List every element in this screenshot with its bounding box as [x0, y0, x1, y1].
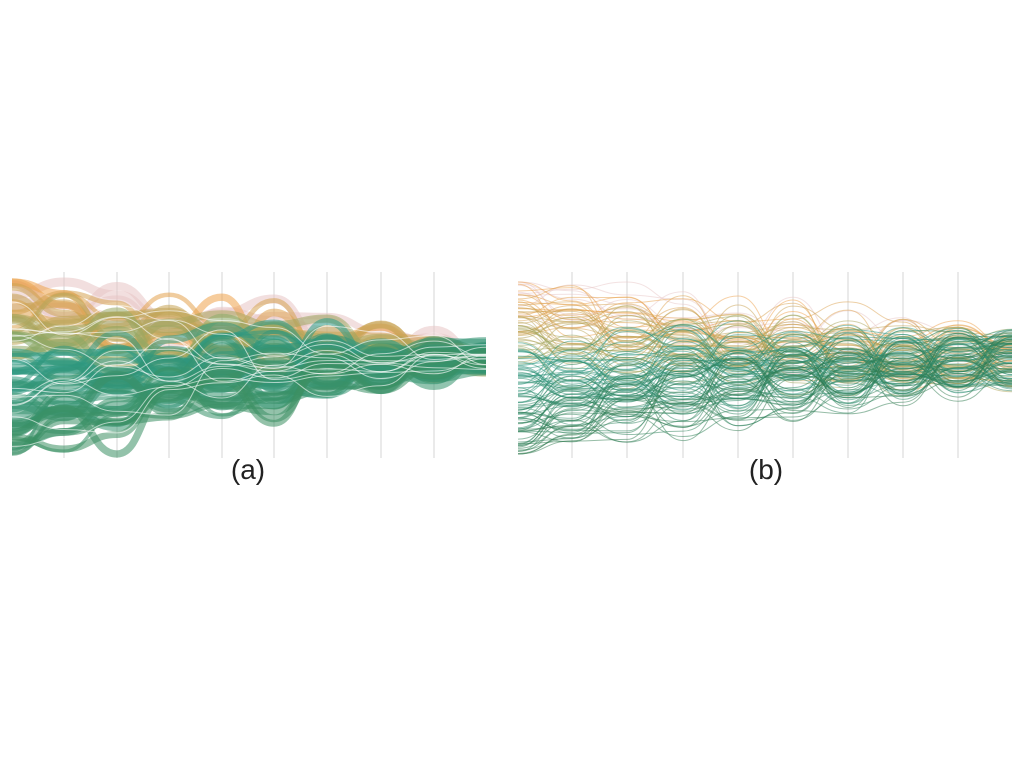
panel-b-flow-line	[517, 337, 1013, 430]
panel-b-flow-line	[517, 343, 1013, 455]
panel-a: (a)	[11, 272, 487, 485]
panel-b-flow-line	[517, 332, 1013, 446]
panel-b-flow-line	[517, 347, 1013, 386]
panel-b-caption: (b)	[749, 454, 783, 485]
panel-a-ribbon-separator	[11, 301, 487, 366]
panel-a-caption: (a)	[231, 454, 265, 485]
panel-b: (b)	[517, 272, 1013, 485]
panel-a-ribbon-separator	[11, 358, 487, 447]
panel-a-flow-line	[11, 358, 487, 448]
panel-a-ribbon-separator	[11, 349, 487, 405]
panel-b-flow-line	[517, 353, 1013, 448]
panel-b-flows	[517, 281, 1013, 455]
panel-a-ribbon-separator	[11, 328, 487, 382]
panel-b-flow-line	[517, 340, 1013, 443]
panel-b-flow-line	[517, 352, 1013, 454]
panel-a-ribbon-separator	[11, 353, 487, 434]
panel-a-ribbon-separator	[11, 305, 487, 370]
panel-b-flow-line	[517, 351, 1013, 455]
panel-b-flow-line	[517, 323, 1013, 376]
panel-b-flow-line	[517, 360, 1013, 443]
panel-b-flow-line	[517, 342, 1013, 449]
panel-a-ribbon-separator	[11, 348, 487, 406]
panel-a-flows	[11, 277, 487, 458]
panel-b-flow-line	[517, 335, 1013, 452]
panel-a-ribbon-separator	[11, 334, 487, 378]
panel-b-flow-line	[517, 296, 1013, 382]
panel-b-flow-line	[517, 333, 1013, 440]
panel-b-flow-line	[517, 331, 1013, 445]
panel-a-ribbon-separator	[11, 316, 487, 369]
panel-b-flow-line	[517, 362, 1013, 446]
panel-b-flow-line	[517, 334, 1013, 443]
panel-b-flow-line	[517, 352, 1013, 451]
panel-b-flow-line	[517, 364, 1013, 445]
panel-b-flow-line	[517, 341, 1013, 435]
panel-a-ribbon-separator	[11, 329, 487, 385]
panel-b-flow-line	[517, 337, 1013, 436]
